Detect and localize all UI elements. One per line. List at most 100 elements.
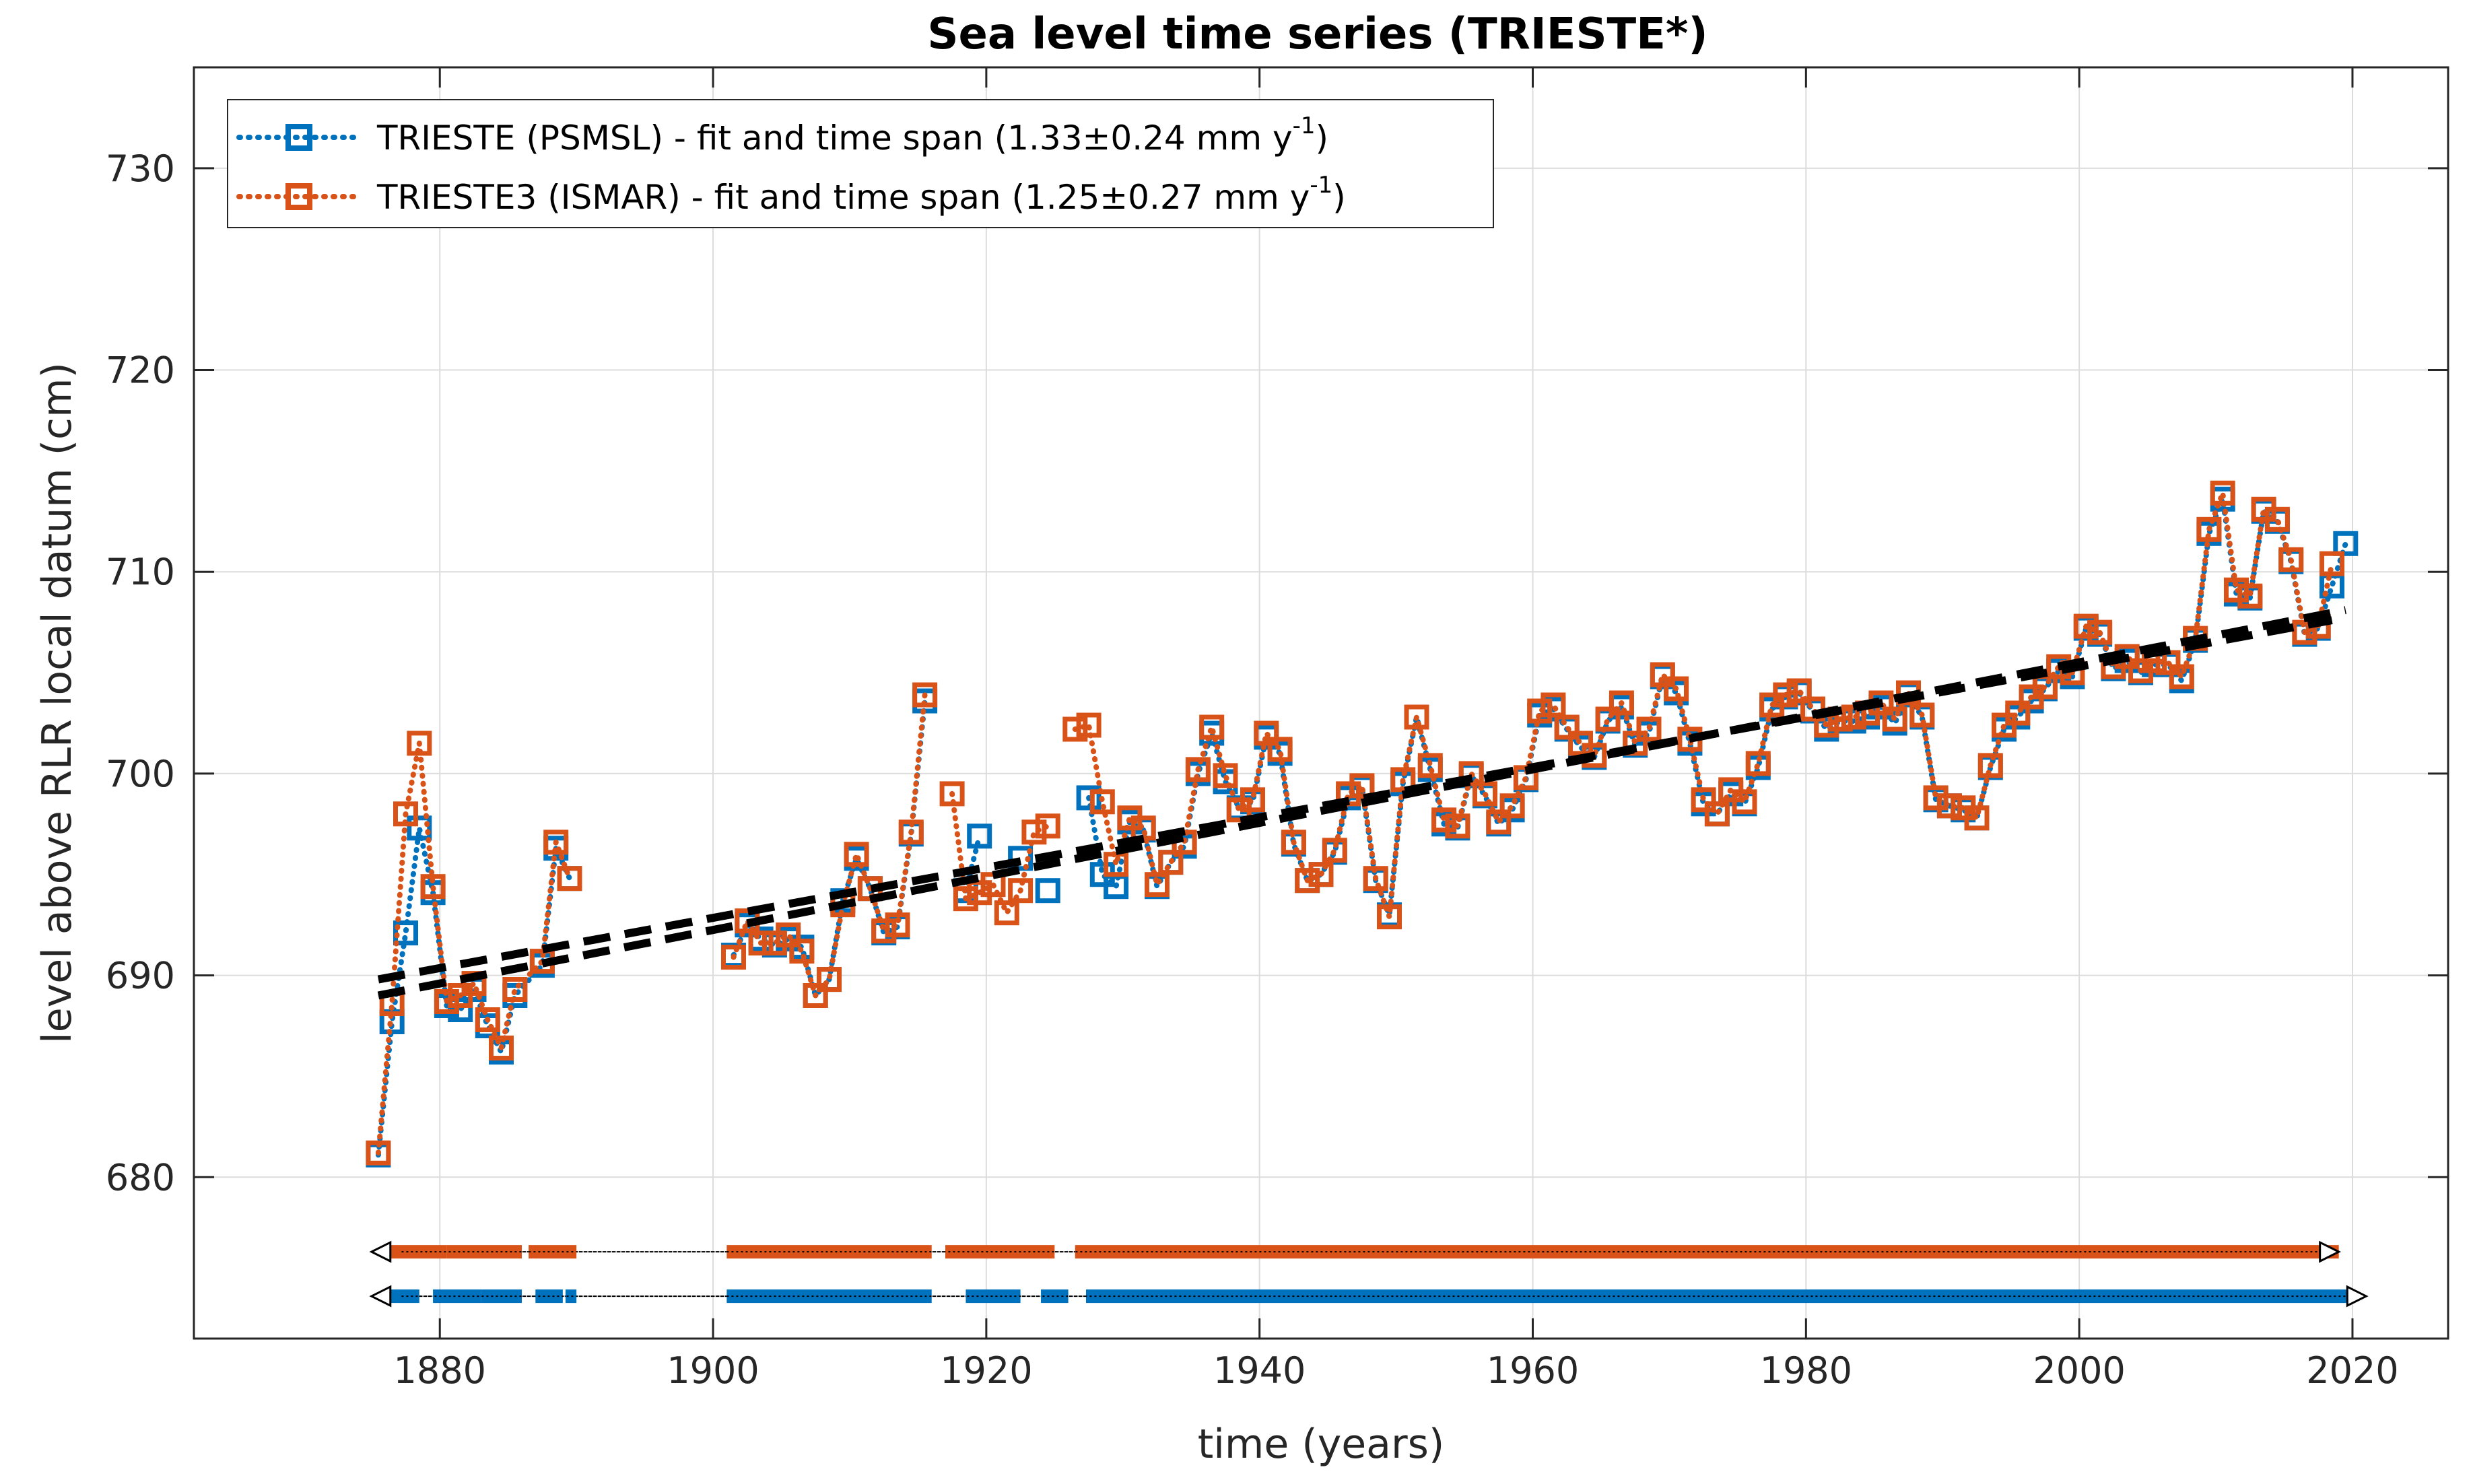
point-ismar-1949.5 <box>1377 904 1402 930</box>
x-tick-label-1960: 1960 <box>1487 1349 1579 1392</box>
legend-exp-psmsl: -1 <box>1293 112 1316 139</box>
x-tick-label-1920: 1920 <box>940 1349 1032 1392</box>
y-tick-label-720: 720 <box>106 349 175 392</box>
point-ismar-1914.5 <box>898 819 924 845</box>
point-ismar-1922.5 <box>1008 878 1034 904</box>
span-arrow-right-ismar <box>2319 1240 2342 1263</box>
point-ismar-1928.5 <box>1089 789 1115 815</box>
point-ismar-1947.5 <box>1349 773 1375 799</box>
point-ismar-1924.5 <box>1035 813 1060 839</box>
axis-ticks: 1880 1900 1920 1940 1960 1980 2000 2020 680 690 70… <box>106 67 2448 1392</box>
point-ismar-1875.5 <box>366 1140 391 1166</box>
point-ismar-1908.5 <box>817 967 842 992</box>
point-ismar-1968.5 <box>1636 716 1662 742</box>
point-ismar-2014.5 <box>2264 506 2290 532</box>
point-ismar-1995.5 <box>2005 700 2031 726</box>
legend-label-ismar: TRIESTE3 (ISMAR) - fit and time span (1.… <box>376 172 1346 217</box>
x-tick-label-2020: 2020 <box>2306 1349 2398 1392</box>
legend-marker-ismar <box>285 183 312 210</box>
point-ismar-1927.5 <box>1076 712 1102 738</box>
point-ismar-1950.5 <box>1390 767 1416 792</box>
point-ismar-2011.5 <box>2224 577 2249 603</box>
point-ismar-1935.5 <box>1185 757 1211 782</box>
series-line-ismar <box>375 490 2335 1156</box>
x-tick-label-1980: 1980 <box>1760 1349 1852 1392</box>
legend-name-psmsl: TRIESTE (PSMSL) - fit and time span <box>376 119 984 158</box>
point-ismar-1952.5 <box>1417 753 1443 778</box>
point-ismar-1956.5 <box>1473 781 1497 807</box>
point-ismar-1929.5 <box>1104 852 1129 877</box>
point-ismar-1921.5 <box>994 900 1019 926</box>
y-axis-label: level above RLR local datum (cm) <box>34 362 81 1044</box>
point-ismar-1961.5 <box>1541 692 1566 718</box>
point-ismar-1992.5 <box>1964 805 1990 831</box>
point-ismar-1926.5 <box>1062 716 1088 742</box>
legend-marker-psmsl <box>285 124 312 151</box>
point-ismar-1915.5 <box>912 682 938 708</box>
point-ismar-2009.5 <box>2196 516 2222 542</box>
point-ismar-1957.5 <box>1486 809 1512 835</box>
point-ismar-1878.5 <box>407 731 432 756</box>
point-ismar-1879.5 <box>420 874 446 900</box>
plot-frame <box>193 66 2449 1340</box>
y-tick-label-700: 700 <box>106 753 175 795</box>
point-ismar-1976.5 <box>1745 751 1771 776</box>
point-ismar-1888.5 <box>543 830 569 855</box>
x-tick-label-1880: 1880 <box>394 1349 486 1392</box>
point-psmsl-1919.5 <box>967 823 992 849</box>
point-ismar-1884.5 <box>489 1036 514 1060</box>
point-ismar-1962.5 <box>1554 714 1580 740</box>
point-ismar-1905.5 <box>776 922 801 948</box>
legend-unit-ismar: mm y <box>1213 178 1310 217</box>
legend-exp-ismar: -1 <box>1310 172 1332 199</box>
point-ismar-2012.5 <box>2237 583 2263 609</box>
point-ismar-1885.5 <box>502 977 528 1002</box>
point-ismar-2000.5 <box>2073 613 2099 639</box>
legend-name-ismar: TRIESTE3 (ISMAR) - fit and time span <box>376 178 1001 217</box>
point-ismar-1940.5 <box>1254 720 1279 746</box>
span-arrow-left-psmsl <box>369 1285 392 1308</box>
y-tick-label-730: 730 <box>106 147 175 190</box>
point-ismar-1986.5 <box>1882 706 1907 732</box>
point-psmsl-1927.5 <box>1076 785 1102 811</box>
point-ismar-1945.5 <box>1322 838 1347 863</box>
time-spans <box>369 1240 2369 1308</box>
point-ismar-1960.5 <box>1527 698 1553 724</box>
point-ismar-1948.5 <box>1363 866 1388 891</box>
point-ismar-1969.5 <box>1650 662 1675 687</box>
point-ismar-1941.5 <box>1267 737 1293 762</box>
legend-unit-psmsl: mm y <box>1196 119 1293 158</box>
data-series <box>366 480 2359 1168</box>
point-psmsl-2019.5 <box>2333 531 2359 556</box>
point-psmsl-1878.5 <box>407 815 432 841</box>
point-ismar-1880.5 <box>434 989 459 1014</box>
x-axis-label: time (years) <box>1198 1421 1445 1468</box>
x-tick-label-2000: 2000 <box>2033 1349 2125 1392</box>
legend-label-psmsl: TRIESTE (PSMSL) - fit and time span (1.3… <box>376 112 1328 158</box>
point-ismar-1988.5 <box>1909 702 1935 728</box>
point-ismar-1972.5 <box>1691 787 1716 813</box>
point-ismar-1958.5 <box>1499 793 1525 819</box>
y-tick-label-690: 690 <box>106 955 175 997</box>
legend-box <box>227 99 1494 228</box>
y-tick-label-680: 680 <box>106 1156 175 1199</box>
point-ismar-1912.5 <box>871 918 897 944</box>
point-psmsl-1924.5 <box>1035 878 1060 904</box>
point-ismar-1932.5 <box>1145 872 1170 898</box>
fit-line-psmsl <box>377 606 2346 1000</box>
legend: TRIESTE (PSMSL) - fit and time span (1.3… <box>227 99 1494 228</box>
point-ismar-1936.5 <box>1199 714 1225 740</box>
point-ismar-1943.5 <box>1295 868 1320 893</box>
x-tick-label-1940: 1940 <box>1213 1349 1306 1392</box>
point-ismar-1906.5 <box>789 939 815 964</box>
legend-rate-ismar: 1.25±0.27 <box>1025 178 1203 217</box>
point-ismar-1918.5 <box>953 886 978 912</box>
point-ismar-1942.5 <box>1281 830 1306 855</box>
point-ismar-1910.5 <box>844 842 869 867</box>
legend-rate-psmsl: 1.33±0.24 <box>1007 119 1186 158</box>
point-ismar-1877.5 <box>393 801 418 827</box>
point-ismar-1944.5 <box>1308 862 1334 887</box>
x-tick-label-1900: 1900 <box>667 1349 759 1392</box>
point-ismar-2015.5 <box>2278 547 2304 572</box>
